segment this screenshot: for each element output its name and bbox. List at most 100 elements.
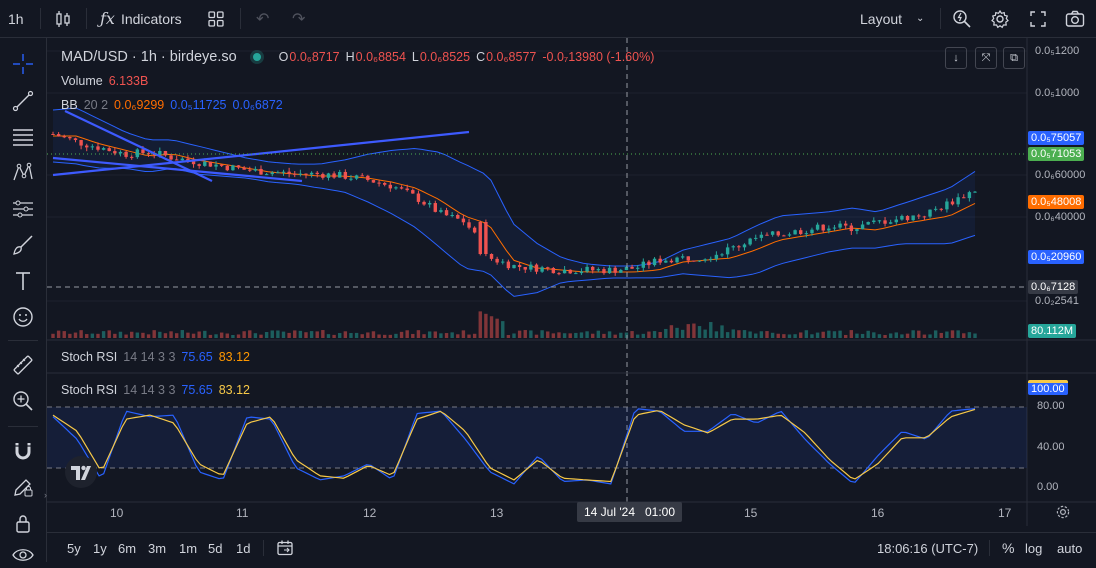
high-value: 0.0₆8854: [355, 50, 406, 64]
volume-bar: [793, 334, 797, 338]
volume-bar: [450, 332, 454, 338]
volume-bar: [759, 331, 764, 338]
settings-button[interactable]: [990, 0, 1010, 37]
volume-bar: [163, 333, 168, 338]
range-1d-button[interactable]: 1d: [236, 533, 250, 563]
redo-button[interactable]: ↷: [292, 0, 305, 37]
volume-bar: [838, 330, 842, 338]
volume-bar: [484, 313, 488, 338]
log-label: log: [1025, 540, 1043, 556]
log-scale-button[interactable]: log: [1025, 533, 1042, 563]
quick-search-button[interactable]: [952, 0, 972, 37]
trendlines[interactable]: [52, 110, 470, 183]
templates-button[interactable]: [207, 0, 225, 37]
volume-bar: [225, 333, 229, 338]
pattern-tool[interactable]: [10, 160, 36, 186]
volume-bar: [399, 331, 404, 338]
magnet-tool[interactable]: [10, 438, 36, 464]
range-1y-button[interactable]: 1y: [93, 533, 107, 563]
auto-scale-button[interactable]: auto: [1057, 533, 1082, 563]
projection-tool[interactable]: [10, 196, 36, 222]
auto-label: auto: [1057, 540, 1083, 556]
undo-button[interactable]: ↶: [256, 0, 269, 37]
candle-body: [793, 230, 797, 235]
range-1m-button[interactable]: 1m: [179, 533, 197, 563]
tradingview-logo[interactable]: [65, 456, 97, 488]
volume-bar: [360, 334, 364, 338]
toolbar-divider: [240, 8, 241, 29]
candle-body: [439, 210, 443, 212]
brush-tool[interactable]: [10, 232, 36, 258]
volume-bar: [326, 334, 331, 338]
arrow-down-icon: ↓: [953, 52, 959, 64]
candle-body: [647, 261, 651, 266]
candle-body: [264, 174, 269, 176]
stay-drawing-tool[interactable]: [10, 474, 36, 500]
volume-bar: [197, 331, 201, 338]
candle-body: [888, 222, 893, 224]
candle-body: [309, 172, 314, 175]
bb-lower-value: 0.0₆6872: [232, 98, 283, 112]
lock-icon: [16, 515, 30, 533]
stoch-legend-1[interactable]: Stoch RSI 14 14 3 3 75.65 83.12: [61, 350, 250, 364]
goto-date-button[interactable]: [276, 533, 294, 563]
volume-bar: [922, 334, 927, 338]
candle-body: [754, 237, 758, 239]
chart-canvas[interactable]: [47, 38, 1096, 526]
candle-body: [495, 258, 499, 263]
volume-bar: [62, 331, 66, 338]
candle-body: [827, 228, 831, 231]
zoom-tool[interactable]: [10, 388, 36, 414]
trendline-icon: [12, 90, 34, 112]
symbol-legend[interactable]: MAD/USD · 1h · birdeye.so O 0.0₆8717 H 0.0…: [61, 49, 654, 65]
timezone-button[interactable]: 18:06:16 (UTC-7): [877, 533, 978, 563]
measure-tool[interactable]: [10, 352, 36, 378]
chart-type-button[interactable]: [54, 0, 72, 37]
move-pane-down-button[interactable]: ↓: [945, 47, 967, 69]
bottom-toolbar: 5y 1y 6m 3m 1m 5d 1d 18:06:16 (UTC-7) % …: [47, 532, 1096, 563]
layout-button[interactable]: Layout ⌄: [860, 0, 924, 37]
stoch-value-pill: 100.00: [1028, 380, 1068, 395]
candle-body: [720, 254, 724, 256]
volume-bar: [956, 330, 960, 338]
fullscreen-button[interactable]: [1029, 0, 1047, 37]
range-5d-button[interactable]: 5d: [208, 533, 222, 563]
candle-body: [467, 222, 471, 228]
candle-body: [804, 233, 809, 235]
stoch-legend-2[interactable]: Stoch RSI 14 14 3 3 75.65 83.12: [61, 383, 250, 397]
range-6m-button[interactable]: 6m: [118, 533, 136, 563]
indicators-button[interactable]: ƒx Indicators: [100, 0, 182, 37]
screenshot-button[interactable]: [1065, 0, 1085, 37]
text-tool[interactable]: [10, 268, 36, 294]
trendline[interactable]: [52, 156, 303, 183]
volume-bar: [832, 331, 837, 338]
candle-body: [450, 215, 454, 217]
range-label: 1d: [236, 540, 251, 556]
range-3m-button[interactable]: 3m: [148, 533, 166, 563]
axis-settings-button[interactable]: [1055, 504, 1073, 522]
volume-bar: [124, 334, 128, 338]
volume-bar: [635, 334, 640, 338]
emoji-tool[interactable]: [10, 304, 36, 330]
trendline[interactable]: [52, 130, 470, 177]
candle-body: [501, 261, 505, 263]
fib-tool[interactable]: [10, 124, 36, 150]
maximize-pane-button[interactable]: ⧉: [1003, 47, 1025, 69]
crosshair-tool[interactable]: [10, 51, 36, 77]
interval-button[interactable]: 1h: [8, 0, 24, 37]
candle-body: [484, 222, 488, 254]
percent-scale-button[interactable]: %: [1002, 533, 1014, 563]
bb-legend[interactable]: BB 20 2 0.0₆9299 0.0₅11725 0.0₆6872: [61, 98, 283, 112]
candle-body: [860, 224, 865, 230]
hide-drawings-tool[interactable]: [10, 542, 36, 568]
volume-legend[interactable]: Volume 6.133B: [61, 74, 148, 88]
trendline-tool[interactable]: [10, 88, 36, 114]
chart-area[interactable]: MAD/USD · 1h · birdeye.so O 0.0₆8717 H 0.0…: [47, 38, 1096, 526]
collapse-pane-button[interactable]: ⤧: [975, 47, 997, 69]
volume-bar: [731, 329, 735, 338]
range-5y-button[interactable]: 5y: [67, 533, 81, 563]
lock-drawings-tool[interactable]: [10, 510, 36, 536]
symbol-title[interactable]: MAD/USD · 1h · birdeye.so: [61, 49, 237, 65]
expand-chevron-icon[interactable]: ›: [44, 490, 47, 500]
gear-icon: [1056, 505, 1070, 519]
